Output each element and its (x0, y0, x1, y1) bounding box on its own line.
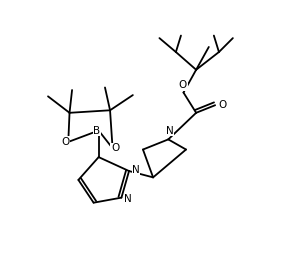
Text: O: O (219, 100, 227, 110)
Text: N: N (132, 165, 140, 175)
Text: O: O (111, 143, 119, 153)
Text: O: O (62, 137, 70, 147)
Text: O: O (179, 80, 187, 90)
Text: B: B (93, 125, 100, 135)
Text: N: N (125, 194, 132, 204)
Text: N: N (166, 126, 173, 136)
